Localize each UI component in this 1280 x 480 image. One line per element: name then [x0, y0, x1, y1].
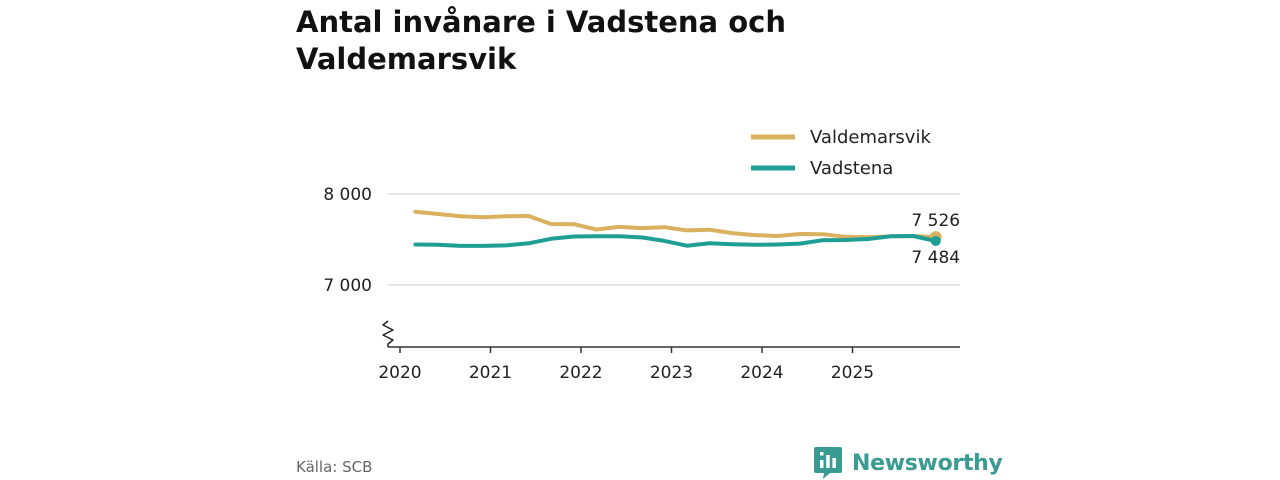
- end-value-label-valdemarsvik: 7 526: [911, 211, 960, 231]
- x-tick-label: 2020: [378, 363, 421, 383]
- legend-label-valdemarsvik: Valdemarsvik: [810, 127, 931, 148]
- brand-name: Newsworthy: [852, 450, 1003, 476]
- x-tick-label: 2022: [559, 363, 602, 383]
- y-tick-label: 8 000: [323, 185, 372, 205]
- x-tick-label: 2025: [831, 363, 874, 383]
- x-tick-label: 2024: [740, 363, 783, 383]
- chart-title: Antal invånare i Vadstena och Valdemarsv…: [296, 5, 786, 76]
- x-tick-label: 2021: [469, 363, 512, 383]
- series-line-valdemarsvik: [413, 209, 938, 240]
- y-tick-label: 7 000: [323, 276, 372, 296]
- axis-break-marker: [382, 320, 394, 347]
- newsworthy-logo-icon: [814, 447, 842, 479]
- end-point-vadstena: [930, 235, 941, 246]
- legend-label-vadstena: Vadstena: [810, 158, 893, 179]
- end-value-label-vadstena: 7 484: [911, 248, 960, 268]
- brand-logo: Newsworthy: [814, 446, 1003, 480]
- x-tick-label: 2023: [650, 363, 693, 383]
- series-line-vadstena: [413, 234, 938, 248]
- source-note: Källa: SCB: [296, 458, 373, 476]
